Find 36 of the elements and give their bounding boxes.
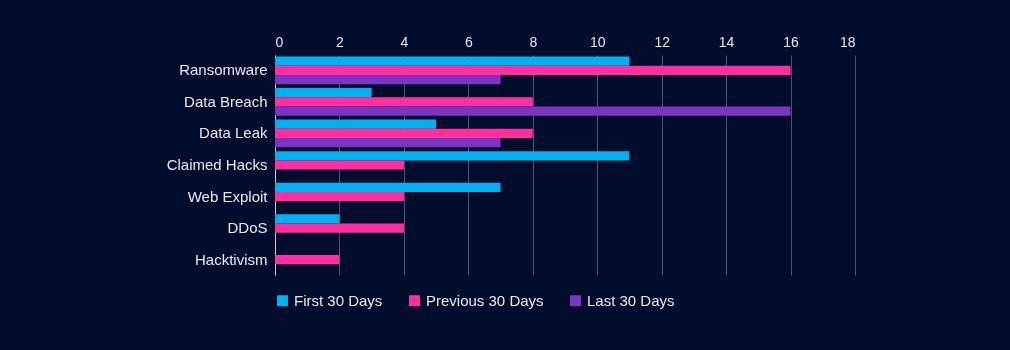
bar [275, 160, 404, 170]
bar [275, 214, 340, 224]
bar [275, 182, 501, 192]
y-tick-label: Web Exploit [187, 187, 269, 205]
legend-label: Last 30 Days [587, 291, 675, 309]
x-tick-label: 16 [783, 33, 800, 50]
bar [275, 75, 501, 85]
x-tick-label: 8 [529, 33, 538, 50]
legend-label: First 30 Days [294, 291, 383, 309]
bar [275, 254, 340, 265]
bar [275, 191, 404, 202]
bar [275, 223, 404, 233]
legend-label: Previous 30 Days [426, 291, 544, 309]
y-tick-label: DDoS [227, 219, 268, 237]
x-tick-label: 18 [839, 33, 856, 50]
bar [275, 128, 533, 139]
x-tick-label: 2 [336, 33, 345, 50]
y-tick-label: Claimed Hacks [166, 156, 268, 173]
bar [275, 119, 437, 129]
bar [275, 97, 533, 107]
x-tick-label: 12 [654, 33, 671, 50]
y-tick-label: Data Leak [199, 124, 268, 142]
x-tick-label: 10 [589, 33, 606, 50]
x-tick-label: 6 [464, 33, 473, 50]
bar [275, 65, 791, 76]
x-tick-label: 0 [275, 33, 284, 50]
y-tick-label: Hacktivism [194, 250, 268, 268]
bar [275, 151, 630, 161]
bar [275, 56, 630, 66]
y-tick-label: Data Breach [184, 92, 268, 110]
x-tick-label: 14 [718, 33, 735, 50]
bar [275, 106, 791, 116]
x-tick-label: 4 [400, 33, 409, 50]
y-tick-label: Ransomware [179, 61, 268, 79]
bar [275, 138, 501, 148]
bar [275, 88, 372, 98]
